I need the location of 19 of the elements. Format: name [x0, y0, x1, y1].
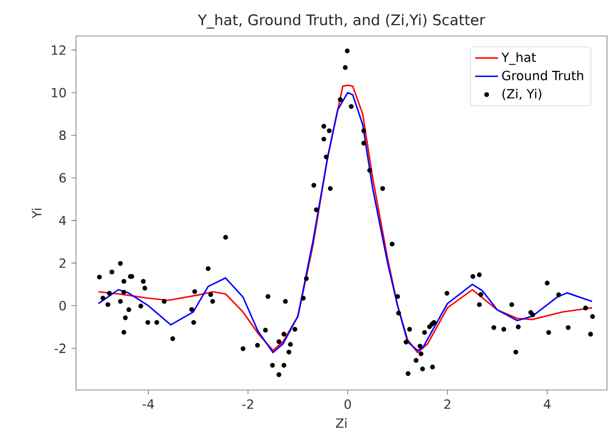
- y-tick-label: 12: [52, 45, 66, 55]
- x-tick-label: 0: [344, 399, 351, 409]
- y-axis-title: Yi: [32, 208, 42, 218]
- y-tick-label: 6: [59, 173, 66, 183]
- legend-label: (Zi, Yi): [502, 88, 542, 100]
- y-tick-label: 10: [52, 88, 66, 98]
- legend-label: Y_hat: [501, 52, 536, 65]
- y-tick-label: 4: [59, 216, 66, 226]
- x-axis-title: Zi: [336, 418, 346, 428]
- y-tick-label: 0: [59, 300, 66, 310]
- y-tick-label: -2: [54, 344, 66, 353]
- y-tick-label: 8: [59, 130, 66, 140]
- legend-label: Ground Truth: [502, 70, 584, 80]
- x-tick-label: 2: [444, 399, 450, 409]
- x-tick-label: -2: [242, 399, 254, 409]
- chart-title: Y_hat, Ground Truth, and (Zi,Yi) Scatter: [198, 14, 486, 29]
- y-tick-label: 2: [59, 258, 66, 268]
- x-tick-label: -4: [142, 399, 154, 409]
- x-tick-label: 4: [544, 399, 551, 409]
